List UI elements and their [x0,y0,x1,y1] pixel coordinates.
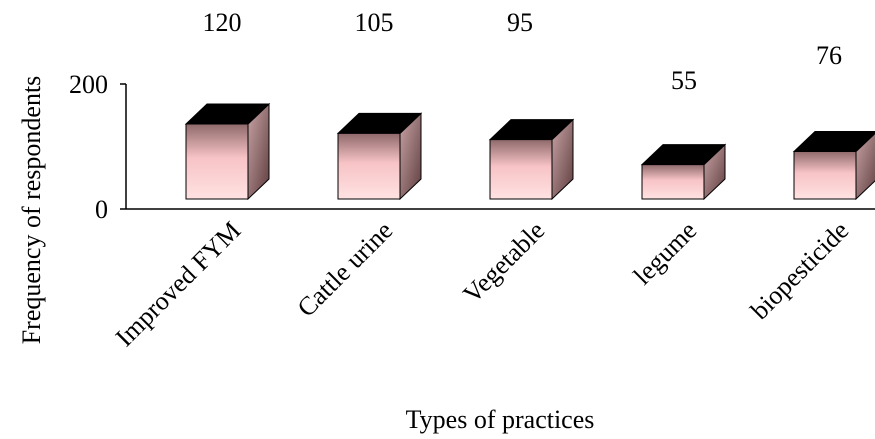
bar-legume [640,143,727,201]
bars [184,102,875,201]
bar-front [793,151,857,200]
y-tick-label: 200 [69,70,108,99]
x-tick-label: biopesticide [745,216,854,325]
bar-front [185,123,249,200]
bar-front [489,139,553,200]
x-tick-labels: Improved FYM Cattle urine Vegetable legume b… [110,216,854,352]
x-axis-title: Types of practices [406,405,595,434]
x-tick-label: Cattle urine [292,216,399,323]
x-tick-label: Vegetable [457,216,550,309]
data-labels: 120 105 95 55 76 [203,8,843,95]
x-tick-label: legume [628,216,703,291]
y-axis-title: Frequency of respondents [17,76,46,345]
bar-cattle-urine [336,112,423,201]
data-label: 105 [355,8,394,37]
data-label: 120 [203,8,242,37]
bar-front [337,132,401,200]
x-tick-label: Improved FYM [110,216,246,352]
data-label: 95 [507,8,533,37]
bar-front [641,164,705,200]
y-tick-label: 0 [95,195,108,224]
bar-vegetable [488,118,575,201]
data-label: 76 [816,41,842,70]
bar-improved-fym [184,102,271,201]
data-label: 55 [671,66,697,95]
y-ticks: 0 200 [69,70,126,224]
bar-biopesticide [792,131,875,201]
